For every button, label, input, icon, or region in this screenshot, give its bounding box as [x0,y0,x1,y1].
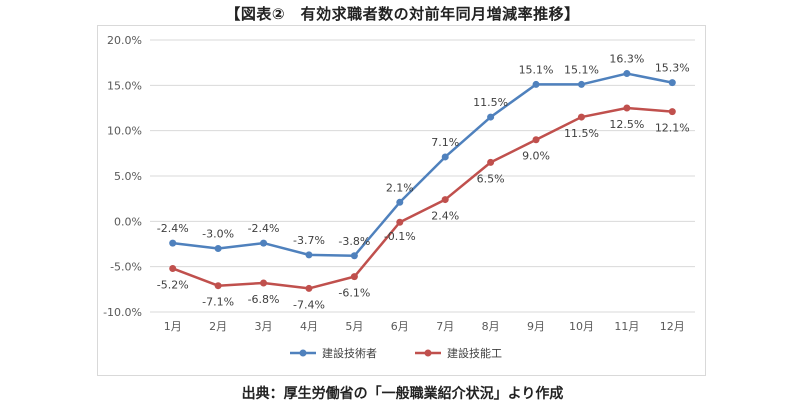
source-note: 出典：厚生労働省の「一般職業紹介状況」より作成 [241,386,564,402]
x-tick-label: 10月 [569,320,594,333]
y-tick-label: -5.0% [110,261,142,274]
data-label: -0.1% [384,230,416,243]
data-point [577,80,585,88]
data-point [305,284,313,292]
x-tick-label: 1月 [164,320,182,333]
data-point [350,273,358,281]
data-point [532,136,540,144]
y-tick-label: 10.0% [107,125,142,138]
x-tick-label: 11月 [614,320,639,333]
data-label: 7.1% [431,136,459,149]
x-tick-label: 7月 [436,320,454,333]
data-label: 15.3% [655,62,690,75]
y-tick-label: 20.0% [107,34,142,47]
data-label: 2.4% [431,210,459,223]
y-tick-label: 0.0% [114,215,142,228]
data-label: -7.1% [202,296,234,309]
x-tick-label: 4月 [300,320,318,333]
data-point [487,158,495,166]
data-point [305,251,313,259]
x-tick-label: 2月 [209,320,227,333]
data-label: -2.4% [248,222,280,235]
data-point [532,80,540,88]
legend-label: 建設技術者 [322,346,377,360]
series-line [172,72,673,258]
x-tick-label: 5月 [345,320,363,333]
legend-marker [424,349,432,357]
data-point [260,239,268,247]
data-point [623,104,631,112]
data-point [350,252,358,260]
data-label: -7.4% [293,298,325,311]
data-point [577,113,585,121]
data-label: 12.1% [655,122,690,135]
legend-label: 建設技能工 [447,346,502,360]
data-label: -3.8% [338,235,370,248]
data-point [396,218,404,226]
data-point [441,153,449,161]
data-label: -6.8% [248,293,280,306]
page-title: 【図表② 有効求職者数の対前年同月増減率推移】 [225,5,580,23]
x-tick-label: 12月 [660,320,685,333]
data-label: 11.5% [473,96,508,109]
data-label: 15.1% [564,63,599,76]
data-label: 9.0% [522,150,550,163]
data-label: -5.2% [157,278,189,291]
legend-marker [299,349,307,357]
data-label: 15.1% [519,63,554,76]
y-tick-label: 15.0% [107,79,142,92]
data-point [668,79,676,87]
x-tick-label: 9月 [527,320,545,333]
data-point [169,239,177,247]
data-point [214,245,222,253]
x-tick-label: 3月 [255,320,273,333]
data-label: -3.7% [293,234,325,247]
data-label: 2.1% [386,181,414,194]
data-point [487,113,495,121]
data-label: -3.0% [202,228,234,241]
x-tick-label: 8月 [482,320,500,333]
data-point [396,198,404,206]
data-point [623,70,631,78]
data-point [668,108,676,116]
data-label: 11.5% [564,127,599,140]
data-point [441,196,449,204]
y-tick-label: 5.0% [114,170,142,183]
x-tick-label: 6月 [391,320,409,333]
data-label: -2.4% [157,222,189,235]
data-label: 16.3% [609,53,644,66]
y-tick-label: -10.0% [103,306,142,319]
data-point [214,282,222,290]
data-label: 6.5% [477,172,505,185]
data-point [169,264,177,272]
series-line [172,106,673,290]
data-label: 12.5% [609,118,644,131]
data-point [260,279,268,287]
data-label: -6.1% [338,287,370,300]
